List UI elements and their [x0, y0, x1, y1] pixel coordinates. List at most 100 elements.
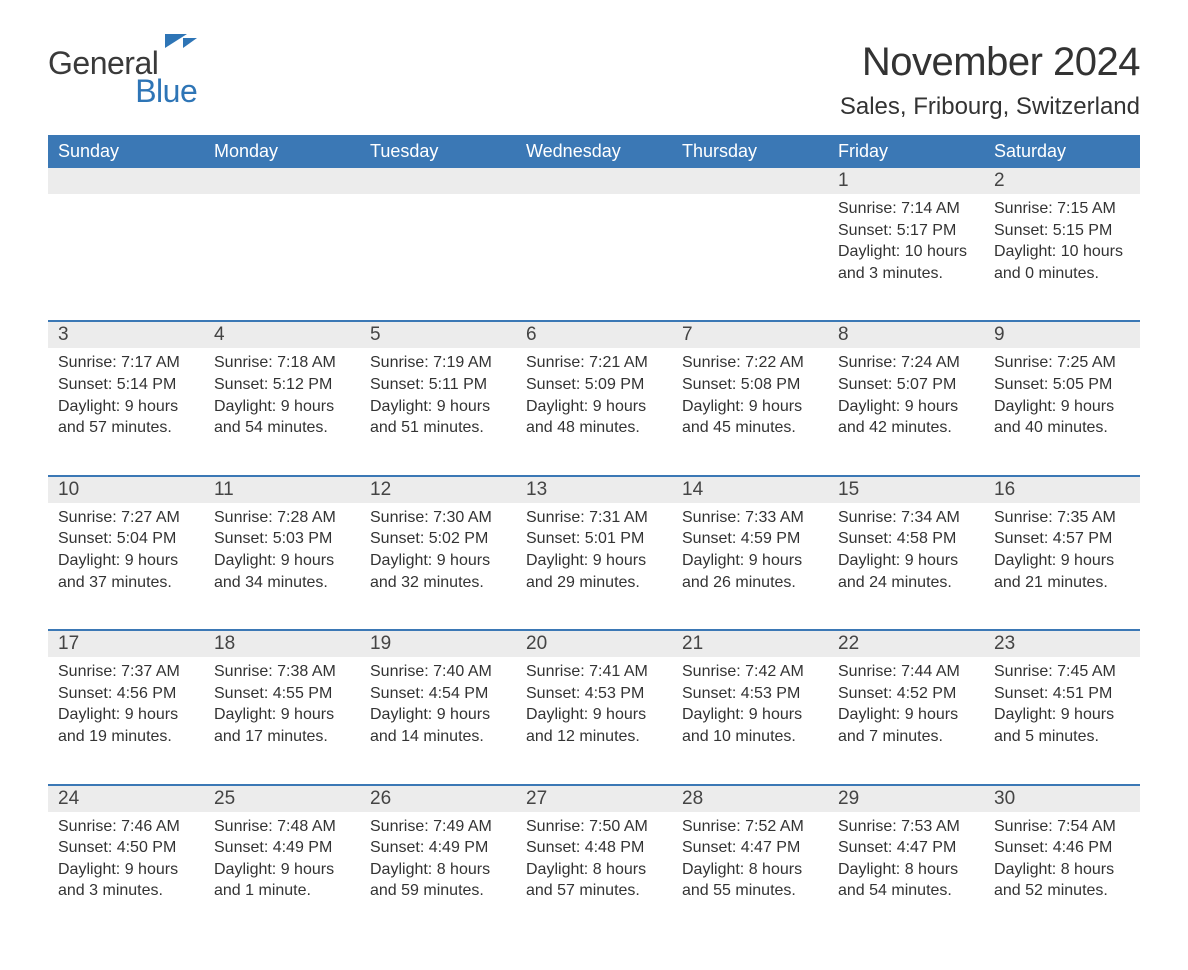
sunrise-label: Sunrise:: [370, 818, 433, 835]
daylight-line: Daylight: 8 hours and 57 minutes.: [526, 859, 662, 902]
day-number: 11: [204, 477, 360, 503]
sunrise-line: Sunrise: 7:25 AM: [994, 352, 1130, 374]
title-block: November 2024 Sales, Fribourg, Switzerla…: [840, 40, 1140, 121]
sunrise-label: Sunrise:: [526, 509, 589, 526]
sunset-value: 5:05 PM: [1053, 376, 1113, 393]
sunrise-value: 7:35 AM: [1057, 509, 1116, 526]
sunset-label: Sunset:: [994, 376, 1053, 393]
daylight-line: Daylight: 9 hours and 32 minutes.: [370, 550, 506, 593]
sunrise-label: Sunrise:: [526, 663, 589, 680]
sunset-value: 5:11 PM: [429, 376, 487, 393]
sunrise-value: 7:33 AM: [745, 509, 804, 526]
daylight-line: Daylight: 9 hours and 34 minutes.: [214, 550, 350, 593]
calendar-week: 3456789Sunrise: 7:17 AMSunset: 5:14 PMDa…: [48, 320, 1140, 446]
day-cell: Sunrise: 7:30 AMSunset: 5:02 PMDaylight:…: [360, 503, 516, 601]
sunrise-line: Sunrise: 7:42 AM: [682, 661, 818, 683]
sunset-line: Sunset: 5:12 PM: [214, 374, 350, 396]
sunrise-line: Sunrise: 7:27 AM: [58, 507, 194, 529]
daylight-line: Daylight: 9 hours and 45 minutes.: [682, 396, 818, 439]
day-number: [360, 168, 516, 194]
day-cell: [48, 194, 204, 292]
location-subtitle: Sales, Fribourg, Switzerland: [840, 93, 1140, 121]
sunset-line: Sunset: 4:54 PM: [370, 683, 506, 705]
day-number: 5: [360, 322, 516, 348]
day-of-week-label: Thursday: [672, 135, 828, 168]
sunset-value: 4:46 PM: [1053, 839, 1113, 856]
daylight-label: Daylight:: [838, 861, 905, 878]
day-cell: Sunrise: 7:21 AM Sunset: 5:09 PM Daylight:…: [516, 348, 672, 446]
sunrise-label: Sunrise:: [994, 663, 1057, 680]
header: General Blue November 2024 Sales, Fribou…: [48, 40, 1140, 121]
daylight-line: Daylight: 8 hours and 55 minutes.: [682, 859, 818, 902]
sunset-label: Sunset:: [838, 222, 897, 239]
calendar-week: 12Sunrise: 7:14 AMSunset: 5:17 PMDayligh…: [48, 168, 1140, 292]
day-of-week-label: Tuesday: [360, 135, 516, 168]
day-of-week-label: Monday: [204, 135, 360, 168]
sunrise-line: Sunrise: 7:40 AM: [370, 661, 506, 683]
sunset-value: 4:59 PM: [741, 530, 801, 547]
sunrise-label: Sunrise:: [994, 354, 1057, 371]
sunset-label: Sunset:: [526, 839, 585, 856]
sunset-label: Sunset:: [214, 530, 273, 547]
sunset-label: Sunset:: [994, 685, 1053, 702]
daylight-line: Daylight: 8 hours and 59 minutes.: [370, 859, 506, 902]
daylight-line: Daylight: 9 hours and 12 minutes.: [526, 704, 662, 747]
daylight-line: Daylight: 9 hours and 29 minutes.: [526, 550, 662, 593]
sunset-line: Sunset: 4:51 PM: [994, 683, 1130, 705]
sunrise-value: 7:42 AM: [745, 663, 804, 680]
daylight-label: Daylight:: [58, 552, 125, 569]
logo: General Blue: [48, 40, 197, 107]
sunrise-value: 7:53 AM: [901, 818, 960, 835]
sunrise-value: 7:18 AM: [277, 354, 336, 371]
day-cell: Sunrise: 7:19 AMSunset: 5:11 PMDaylight:…: [360, 348, 516, 446]
sunrise-value: 7:50 AM: [589, 818, 648, 835]
day-number: 20: [516, 631, 672, 657]
sunset-line: Sunset: 5:04 PM: [58, 528, 194, 550]
daylight-label: Daylight:: [682, 861, 749, 878]
calendar-week: 24252627282930Sunrise: 7:46 AMSunset: 4:…: [48, 784, 1140, 910]
sunset-value: 4:47 PM: [897, 839, 957, 856]
sunset-line: Sunset: 5:03 PM: [214, 528, 350, 550]
day-number: 1: [828, 168, 984, 194]
day-cell: [672, 194, 828, 292]
daylight-line: Daylight: 9 hours and 37 minutes.: [58, 550, 194, 593]
sunset-line: Sunset: 4:47 PM: [682, 837, 818, 859]
sunset-value: 5:15 PM: [1053, 222, 1113, 239]
sunset-value: 5:08 PM: [741, 376, 801, 393]
sunset-label: Sunset:: [682, 685, 741, 702]
daylight-label: Daylight:: [526, 398, 593, 415]
sunset-line: Sunset: 4:58 PM: [838, 528, 974, 550]
daylight-label: Daylight:: [370, 861, 437, 878]
sunset-label: Sunset:: [682, 839, 741, 856]
sunset-value: 4:53 PM: [741, 685, 801, 702]
sunset-value: 4:49 PM: [429, 839, 489, 856]
sunset-line: Sunset: 4:53 PM: [682, 683, 818, 705]
daylight-line: Daylight: 9 hours and 19 minutes.: [58, 704, 194, 747]
sunrise-value: 7:31 AM: [589, 509, 648, 526]
sunset-label: Sunset:: [526, 376, 585, 393]
day-number: 25: [204, 786, 360, 812]
day-number: [672, 168, 828, 194]
daylight-label: Daylight:: [58, 861, 125, 878]
sunset-line: Sunset: 4:53 PM: [526, 683, 662, 705]
sunset-label: Sunset:: [58, 376, 117, 393]
daylight-line: Daylight: 9 hours and 26 minutes.: [682, 550, 818, 593]
sunrise-line: Sunrise: 7:48 AM: [214, 816, 350, 838]
day-number: 27: [516, 786, 672, 812]
sunset-label: Sunset:: [370, 685, 429, 702]
day-cell: Sunrise: 7:18 AMSunset: 5:12 PMDaylight:…: [204, 348, 360, 446]
sunset-line: Sunset: 5:11 PM: [370, 374, 506, 396]
sunrise-label: Sunrise:: [994, 200, 1057, 217]
sunrise-value: 7:17 AM: [121, 354, 180, 371]
day-number-row: 24252627282930: [48, 786, 1140, 812]
day-number-row: 10111213141516: [48, 477, 1140, 503]
day-number: 6: [516, 322, 672, 348]
sunset-value: 5:09 PM: [585, 376, 645, 393]
calendar-week: 10111213141516Sunrise: 7:27 AMSunset: 5:…: [48, 475, 1140, 601]
sunrise-value: 7:48 AM: [277, 818, 336, 835]
sunrise-value: 7:22 AM: [745, 354, 804, 371]
sunrise-line: Sunrise: 7:31 AM: [526, 507, 662, 529]
sunrise-line: Sunrise: 7:21 AM: [526, 352, 662, 374]
sunset-value: 5:02 PM: [429, 530, 489, 547]
day-cell: Sunrise: 7:31 AMSunset: 5:01 PMDaylight:…: [516, 503, 672, 601]
